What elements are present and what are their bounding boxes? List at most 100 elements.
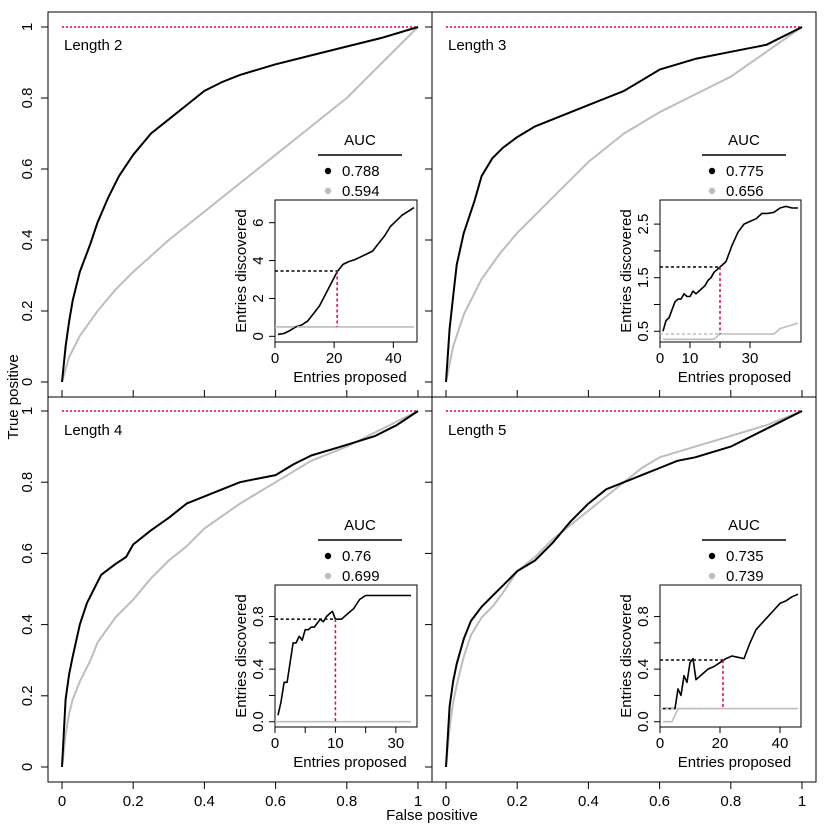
inset-y-tick-label: 0.8 bbox=[250, 606, 267, 627]
inset-y-axis-title: Entries discovered bbox=[233, 209, 250, 332]
inset-series-model bbox=[277, 594, 411, 716]
roc-series-baseline bbox=[445, 410, 803, 768]
inset-series-model bbox=[662, 205, 798, 332]
y-tick-label: 0.2 bbox=[19, 685, 36, 706]
inset-y-axis-title: Entries discovered bbox=[618, 209, 635, 332]
legend-marker bbox=[708, 167, 716, 175]
x-tick-label: 0.4 bbox=[194, 793, 215, 810]
x-tick-label: 0.8 bbox=[336, 793, 357, 810]
inset-x-tick-label: 10 bbox=[327, 735, 344, 752]
inset-frame bbox=[659, 199, 802, 343]
panel-title: Length 2 bbox=[64, 37, 122, 54]
inset-y-tick-label: 2.5 bbox=[635, 214, 652, 235]
inset-x-tick-label: 0 bbox=[271, 350, 279, 367]
panel-title: Length 5 bbox=[448, 422, 506, 439]
y-tick-label: 0.8 bbox=[19, 88, 36, 109]
inset-x-tick-label: 40 bbox=[385, 350, 402, 367]
legend-title: AUC bbox=[728, 517, 760, 534]
inset-x-axis-title: Entries proposed bbox=[293, 369, 406, 386]
x-tick-label: 0 bbox=[442, 793, 450, 810]
roc-series-model bbox=[445, 26, 803, 383]
x-tick-label: 0 bbox=[58, 793, 66, 810]
y-tick-label: 0.6 bbox=[19, 543, 36, 564]
x-tick-label: 0.8 bbox=[720, 793, 741, 810]
inset-y-tick-label: 0.0 bbox=[250, 711, 267, 732]
inset-y-axis-title: Entries discovered bbox=[618, 594, 635, 717]
y-tick-label: 0 bbox=[19, 763, 36, 771]
inset-x-tick-label: 20 bbox=[326, 350, 343, 367]
roc-series-baseline bbox=[61, 26, 419, 383]
inset-y-tick-label: 0.4 bbox=[635, 659, 652, 680]
inset-y-tick-label: 0.0 bbox=[635, 711, 652, 732]
legend-marker bbox=[324, 167, 332, 175]
inset-x-tick-label: 20 bbox=[712, 735, 729, 752]
inset-x-axis-title: Entries proposed bbox=[293, 754, 406, 771]
inset-x-tick-label: 0 bbox=[656, 735, 664, 752]
legend-entry: 0.775 bbox=[726, 163, 764, 180]
roc-series-baseline bbox=[61, 410, 419, 768]
legend-marker bbox=[708, 552, 716, 560]
legend-entry: 0.739 bbox=[726, 568, 764, 585]
x-tick-label: 1 bbox=[414, 793, 422, 810]
inset-series-model bbox=[277, 206, 415, 336]
inset-y-tick-label: 6 bbox=[250, 219, 267, 227]
legend-marker bbox=[708, 187, 716, 195]
inset-x-tick-label: 10 bbox=[682, 350, 699, 367]
y-tick-label: 0.8 bbox=[19, 472, 36, 493]
inset-x-tick-label: 40 bbox=[772, 735, 789, 752]
legend-entry: 0.699 bbox=[342, 568, 380, 585]
inset-y-tick-label: 0 bbox=[250, 332, 267, 340]
inset-y-tick-label: 0.4 bbox=[250, 659, 267, 680]
panel-title: Length 4 bbox=[64, 422, 122, 439]
legend-entry: 0.656 bbox=[726, 183, 764, 200]
panel-1: 0 0.2 0.4 0.6 0.8 1 Length 2 AUC 0.788 0.594 0 20 40… bbox=[19, 11, 433, 398]
inset-x-tick-label: 0 bbox=[271, 735, 279, 752]
y-axis-title: True positive bbox=[5, 354, 22, 439]
y-tick-label: 0.4 bbox=[19, 614, 36, 635]
legend-entry: 0.788 bbox=[342, 163, 380, 180]
y-tick-label: 0.6 bbox=[19, 159, 36, 180]
roc-series-model bbox=[61, 26, 419, 383]
y-tick-label: 1 bbox=[19, 407, 36, 415]
inset-x-axis-title: Entries proposed bbox=[678, 754, 791, 771]
y-tick-label: 0.2 bbox=[19, 301, 36, 322]
x-tick-label: 0.2 bbox=[123, 793, 144, 810]
inset-y-tick-label: 4 bbox=[250, 256, 267, 264]
x-tick-label: 0.6 bbox=[265, 793, 286, 810]
legend-title: AUC bbox=[344, 132, 376, 149]
panel-4: 0 0.2 0.4 0.6 0.8 1 Length 5 AUC 0.735 0.739 0 20 40… bbox=[425, 396, 817, 810]
inset-chart: 0 10 30 0.5 1.5 2.5 Entries proposed Entries di… bbox=[618, 199, 802, 386]
inset-x-tick-label: 0 bbox=[656, 350, 664, 367]
legend-title: AUC bbox=[344, 517, 376, 534]
roc-series-model bbox=[61, 410, 419, 768]
inset-x-axis-title: Entries proposed bbox=[678, 369, 791, 386]
inset-chart: 0 20 40 0 2 4 6 Entries proposed Entries discove… bbox=[233, 199, 418, 386]
legend-entry: 0.594 bbox=[342, 183, 380, 200]
inset-y-axis-title: Entries discovered bbox=[233, 594, 250, 717]
inset-series-baseline bbox=[663, 322, 799, 341]
roc-series-baseline bbox=[445, 26, 803, 383]
inset-frame bbox=[659, 584, 802, 728]
inset-frame bbox=[274, 584, 418, 728]
panel-title: Length 3 bbox=[448, 37, 506, 54]
x-tick-label: 0.2 bbox=[507, 793, 528, 810]
inset-chart: 0 10 30 0.0 0.4 0.8 Entries proposed Entries di… bbox=[233, 584, 418, 771]
inset-chart: 0 20 40 0.0 0.4 0.8 Entries proposed Entries di… bbox=[618, 584, 802, 771]
legend-marker bbox=[324, 572, 332, 580]
legend-title: AUC bbox=[728, 132, 760, 149]
legend-marker bbox=[708, 572, 716, 580]
legend-marker bbox=[324, 187, 332, 195]
x-axis-title: False positive bbox=[386, 807, 478, 824]
inset-series-baseline bbox=[663, 707, 798, 723]
roc-series-model bbox=[445, 410, 803, 768]
inset-y-tick-label: 0.5 bbox=[635, 321, 652, 342]
inset-x-tick-label: 30 bbox=[742, 350, 759, 367]
legend-marker bbox=[324, 552, 332, 560]
y-tick-label: 0.4 bbox=[19, 230, 36, 251]
panel-frame bbox=[431, 396, 817, 783]
y-tick-label: 1 bbox=[19, 23, 36, 31]
inset-y-tick-label: 1.5 bbox=[635, 267, 652, 288]
panel-3: 0 0 0.2 0.2 0.4 0.4 0.6 0.6 0.8 0.8 1 1 Length 4 AUC 0… bbox=[19, 396, 433, 810]
